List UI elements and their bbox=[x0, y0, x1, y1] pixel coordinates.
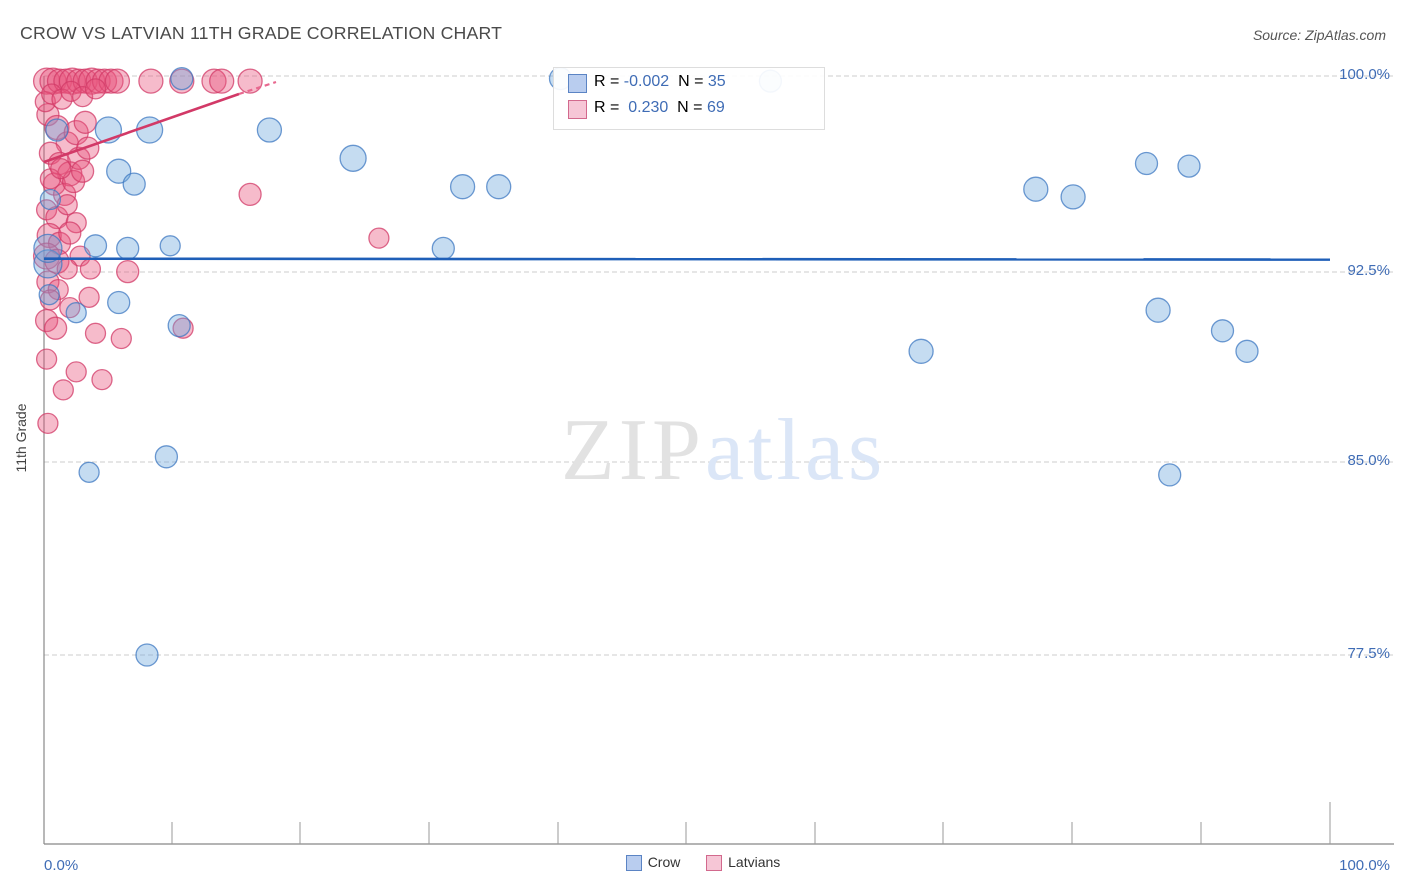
svg-text:ZIPatlas: ZIPatlas bbox=[561, 402, 886, 499]
